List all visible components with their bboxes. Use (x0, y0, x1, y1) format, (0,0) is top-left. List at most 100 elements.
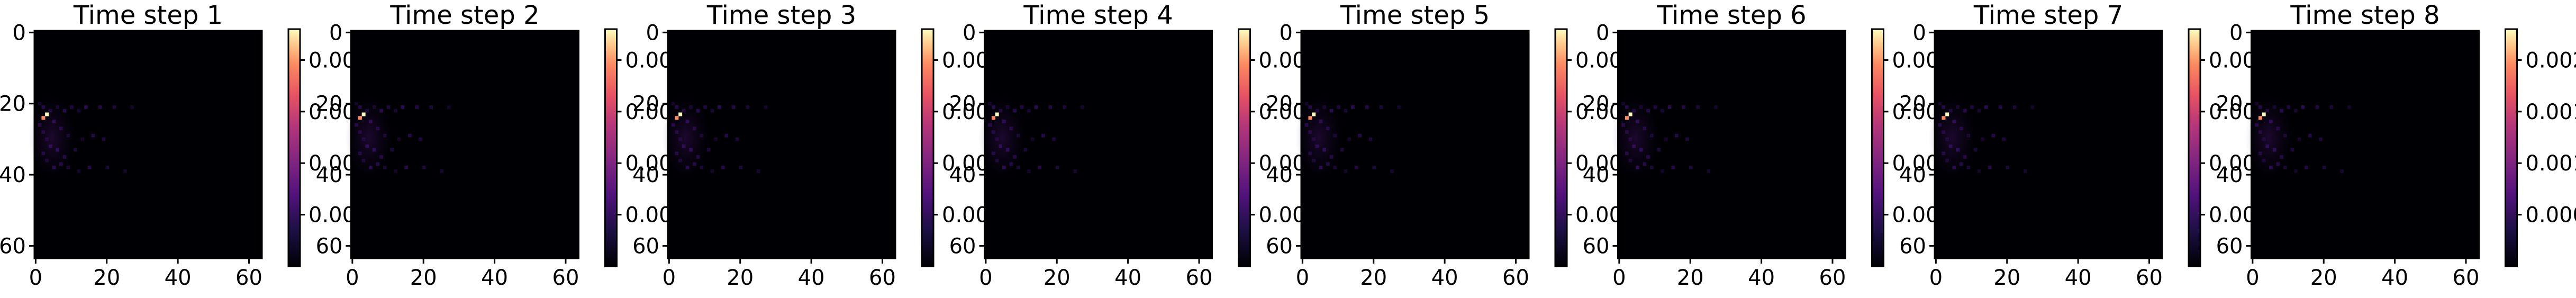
heatmap-cell (390, 148, 394, 152)
panel-title: Time step 2 (389, 1, 539, 30)
heatmap-cell (1675, 133, 1679, 138)
panel-title: Time step 4 (1023, 1, 1173, 30)
cluster-glow (978, 95, 1027, 180)
heatmap-cell (764, 105, 768, 109)
x-tick-label: 0 (346, 266, 359, 290)
activity-cluster (28, 95, 134, 180)
x-tick-label: 0 (2246, 266, 2259, 290)
hotspot (678, 112, 683, 116)
heatmap-cell (1991, 133, 1996, 138)
colorbar-frame (921, 28, 935, 267)
x-tick-label: 60 (1186, 266, 1213, 290)
heatmap-cell (447, 105, 451, 109)
hotspot (1308, 116, 1312, 120)
heatmap-cell (1052, 137, 1056, 141)
heatmap-cell (1368, 137, 1373, 141)
heatmap-cell (710, 109, 714, 113)
heatmap-cell (710, 169, 714, 173)
heatmap-cell (1397, 105, 1401, 109)
heatmap-cell (1653, 105, 1657, 109)
heatmap-cell (2294, 169, 2298, 173)
plot-frame (1934, 30, 2163, 259)
heatmap-cell (1344, 109, 1348, 113)
heatmap-cell (440, 169, 444, 173)
y-tick-label: 0 (13, 21, 26, 45)
heatmap-cell (1055, 166, 1059, 170)
heatmap-cell (429, 105, 433, 109)
heatmap-cell (1661, 169, 1664, 173)
x-tick-label: 40 (1748, 266, 1775, 290)
x-tick-label: 20 (1993, 266, 2020, 290)
colorbar-frame (1238, 28, 1251, 267)
heatmap-cell (77, 109, 81, 113)
x-tick-label: 20 (410, 266, 437, 290)
heatmap-cell (735, 137, 739, 141)
heatmap-cell (2340, 169, 2344, 173)
heatmap-cell (1970, 105, 1974, 109)
y-tick-label: 40 (0, 163, 26, 187)
heatmap-cell (404, 166, 408, 170)
panel-3: Time step 30 20 40 6002040600.0020.0010.001… (632, 1, 1002, 290)
plot-frame (33, 30, 263, 259)
hotspot (41, 116, 46, 120)
heatmap-cell (746, 105, 750, 109)
panel-title: Time step 7 (1973, 1, 2123, 30)
heatmap-cell (2023, 169, 2027, 173)
y-tick-label: 40 (1899, 163, 1926, 187)
activity-cluster (978, 95, 1084, 180)
heatmap-cell (2305, 166, 2308, 170)
hotspot (45, 112, 49, 116)
heatmap-cell (130, 105, 134, 109)
cluster-glow (2245, 95, 2293, 180)
x-tick-label: 40 (2381, 266, 2408, 290)
panel-8: Time step 8020406002040600.00200.00150.0… (2216, 1, 2576, 290)
heatmap-cell (1685, 137, 1689, 141)
panel-4: Time step 40 20 40 6002040600.0020.0010.001… (949, 1, 1319, 290)
heatmap-cell (2347, 105, 2351, 109)
y-tick-label: 60 (316, 234, 343, 258)
heatmap-cell (2012, 105, 2017, 109)
y-tick-label: 0 (1596, 21, 1609, 45)
heatmap-cell (386, 105, 391, 109)
heatmap-cell (731, 105, 736, 109)
y-tick-label: 40 (1583, 163, 1610, 187)
y-tick-label: 40 (2216, 163, 2243, 187)
heatmap-cell (2002, 137, 2006, 141)
y-tick-label: 40 (632, 163, 659, 187)
heatmap-cell (401, 105, 405, 109)
hotspot (361, 112, 366, 116)
activity-cluster (661, 95, 768, 180)
heatmap-cell (1340, 148, 1344, 152)
hotspot (2262, 112, 2266, 116)
heatmap-cell (1713, 105, 1718, 109)
heatmap-cell (91, 133, 95, 138)
y-tick-label: 40 (316, 163, 343, 187)
heatmap-cell (1030, 137, 1035, 141)
heatmap-cell (123, 169, 127, 173)
y-tick-label: 0 (329, 21, 342, 45)
heatmap-cell (2315, 105, 2319, 109)
heatmap-cell (2294, 109, 2298, 113)
hotspot (1625, 116, 1629, 120)
heatmap-cell (2290, 148, 2294, 152)
heatmap-cell (1048, 105, 1053, 109)
heatmap-cell (1027, 169, 1031, 173)
hotspot (675, 116, 679, 120)
hotspot (995, 112, 999, 116)
y-tick-label: 20 (0, 92, 26, 116)
heatmap-cell (2308, 133, 2312, 138)
activity-cluster (1928, 95, 2035, 180)
colorbar (2189, 29, 2200, 266)
y-tick-label: 20 (1899, 92, 1926, 116)
heatmap-cell (1977, 109, 1981, 113)
heatmap-cell (1667, 105, 1672, 109)
heatmap-cell (1981, 137, 1985, 141)
y-tick-label: 20 (1266, 92, 1293, 116)
panel-1: Time step 10 20 40 6002040600.0020.0010.001… (0, 1, 369, 290)
hotspot (2258, 116, 2262, 120)
heatmap-cell (1988, 166, 1992, 170)
x-tick-label: 60 (869, 266, 896, 290)
heatmap-cell (1063, 105, 1067, 109)
